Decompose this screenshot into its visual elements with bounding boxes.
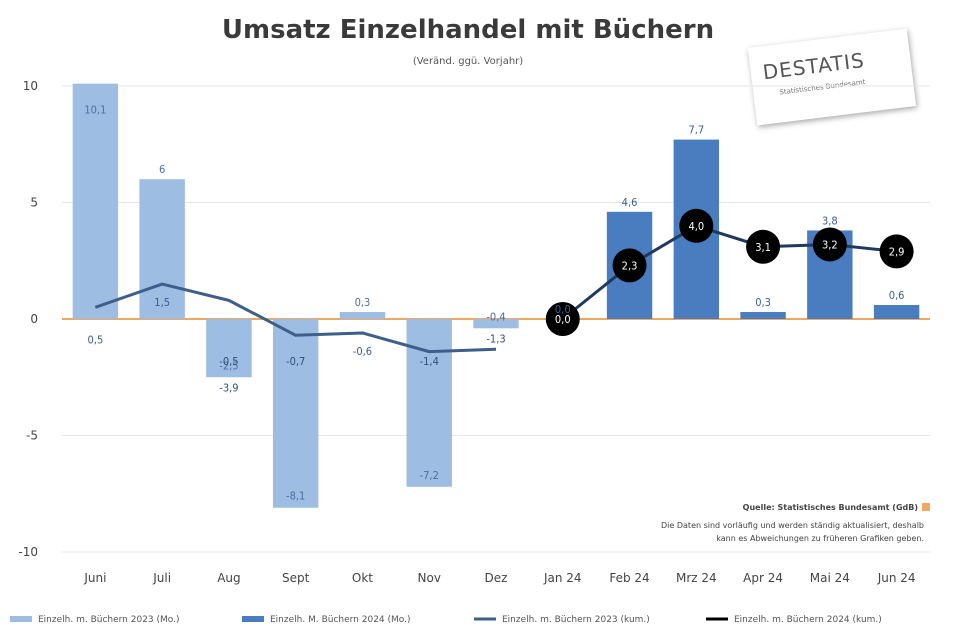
- bar-value-label: 0,3: [755, 296, 771, 309]
- source-note: Quelle: Statistisches Bundesamt (GdB): [743, 503, 918, 512]
- line-marker-label: 4,0: [688, 220, 704, 233]
- line-marker-label: 3,2: [822, 238, 838, 251]
- bar: [339, 312, 386, 319]
- bar-value-label: 3,8: [822, 214, 838, 227]
- label-layer: 10,1 6 -2,5-0,5 -3,9 -8,1 -0,7 0,3 -7,2 -1,4 -0,4…: [84, 104, 904, 503]
- legend-label: Einzelh. M. Büchern 2024 (Mo.): [270, 615, 411, 625]
- bar-value-label: -0,4: [486, 310, 505, 323]
- line-marker: [746, 229, 781, 264]
- chart-subtitle: (Veränd. ggü. Vorjahr): [413, 56, 523, 67]
- bar-inner-label: -1,4: [420, 355, 439, 368]
- legend-swatch: [242, 616, 264, 622]
- y-tick-label: 5: [30, 196, 38, 210]
- x-tick-label: Nov: [418, 571, 441, 585]
- x-tick-label: Jan 24: [543, 571, 582, 585]
- note-line-1: Die Daten sind vorläufig und werden stän…: [661, 521, 924, 530]
- line-marker: [812, 227, 847, 262]
- bar-value-label: 7,7: [688, 124, 704, 137]
- y-tick-label: 10: [23, 79, 38, 93]
- bar-value-label: 10,1: [84, 104, 106, 117]
- bar: [473, 319, 519, 329]
- bar-inner-label: -0,5: [219, 355, 238, 368]
- bar: [139, 179, 185, 319]
- source-marker: [922, 503, 930, 511]
- y-tick-label: -5: [26, 429, 38, 443]
- bar: [206, 319, 252, 378]
- y-tick-label: 0: [30, 312, 38, 326]
- bar-value-label: 0,0: [555, 303, 571, 316]
- bar-value-label: -2,5: [219, 359, 238, 372]
- line-marker: [545, 302, 580, 336]
- legend-label: Einzelh. m. Büchern 2023 (Mo.): [38, 615, 180, 625]
- x-tick-label: Mai 24: [810, 571, 850, 585]
- x-tick-label: Juli: [152, 571, 171, 585]
- bar: [406, 319, 452, 487]
- legend-label: Einzelh. m. Büchern 2024 (kum.): [734, 615, 882, 625]
- bar-below-label: -3,9: [219, 381, 238, 394]
- x-tick-label: Okt: [352, 571, 373, 585]
- line-marker: [879, 234, 914, 269]
- line-marker-label: 0,0: [555, 313, 571, 326]
- y-tick-label: -10: [18, 545, 38, 559]
- legend-swatch: [10, 616, 32, 622]
- line-value-label: 0,5: [88, 333, 104, 346]
- chart-title: Umsatz Einzelhandel mit Büchern: [222, 15, 714, 45]
- x-tick-label: Juni: [83, 571, 106, 585]
- line-marker: [679, 208, 714, 243]
- x-tick-label: Apr 24: [743, 571, 783, 585]
- x-tick-label: Aug: [217, 571, 240, 585]
- bar-layer: [72, 83, 920, 508]
- legend-label: Einzelh. m. Büchern 2023 (kum.): [502, 615, 650, 625]
- line-marker-label: 2,3: [622, 259, 638, 272]
- line-layer: 0,0 2,3 4,0 3,1 3,2 2,9: [94, 208, 914, 354]
- bar-value-label: 0,6: [889, 289, 905, 302]
- note-line-2: kann es Abweichungen zu früheren Grafike…: [716, 534, 924, 543]
- x-tick-label: Mrz 24: [676, 571, 717, 585]
- series-line: [94, 282, 497, 354]
- bar-value-label: 0,3: [355, 296, 371, 309]
- line-marker-label: 2,9: [889, 245, 905, 258]
- bar-below-label: -1,3: [486, 332, 505, 345]
- bar-inner-label: -0,7: [286, 355, 305, 368]
- x-tick-label: Sept: [282, 571, 310, 585]
- line-marker: [612, 248, 647, 283]
- bar: [740, 312, 786, 319]
- x-tick-label: Dez: [485, 571, 508, 585]
- bar: [72, 83, 119, 319]
- line-value-label: 1,5: [154, 296, 170, 309]
- bar: [873, 305, 920, 319]
- line-value-label: -0,6: [353, 345, 372, 358]
- bar-value-label: -8,1: [286, 490, 305, 503]
- x-tick-label: Jun 24: [877, 571, 916, 585]
- bar-value-label: -7,2: [420, 469, 439, 482]
- line-marker-label: 3,1: [755, 241, 771, 254]
- bar-value-label: 6: [159, 163, 165, 176]
- bar-value-label: 4,6: [622, 196, 638, 209]
- x-tick-label: Feb 24: [609, 571, 649, 585]
- legend: Einzelh. m. Büchern 2023 (Mo.) Einzelh. M…: [10, 615, 882, 625]
- bar: [272, 319, 319, 508]
